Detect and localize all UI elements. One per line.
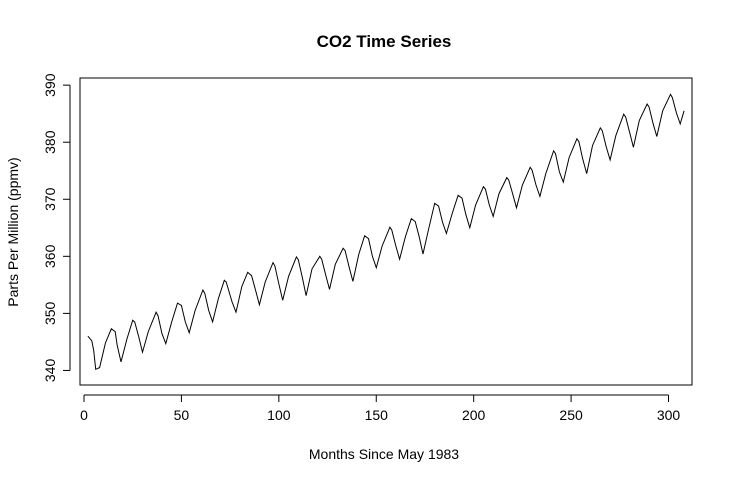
x-axis: 0 50 100 150 200 250 300 — [80, 394, 681, 423]
y-axis: 340 350 360 370 380 390 — [42, 73, 71, 383]
x-tick-label: 250 — [559, 407, 583, 423]
x-tick-label: 200 — [462, 407, 486, 423]
y-tick-label: 380 — [42, 130, 58, 154]
x-tick-label: 100 — [267, 407, 291, 423]
x-axis-label: Months Since May 1983 — [309, 446, 459, 462]
x-tick-label: 0 — [80, 407, 88, 423]
plot-frame — [79, 77, 693, 386]
x-tick-label: 150 — [365, 407, 389, 423]
co2-series-line — [87, 93, 685, 371]
y-tick-label: 390 — [42, 73, 58, 97]
x-tick-label: 50 — [174, 407, 190, 423]
y-tick-label: 360 — [42, 244, 58, 268]
chart-title: CO2 Time Series — [317, 32, 452, 51]
y-axis-label: Parts Per Million (ppmv) — [5, 157, 21, 306]
x-tick-label: 300 — [657, 407, 681, 423]
y-tick-label: 370 — [42, 187, 58, 211]
y-tick-label: 350 — [42, 301, 58, 325]
y-tick-label: 340 — [42, 359, 58, 383]
